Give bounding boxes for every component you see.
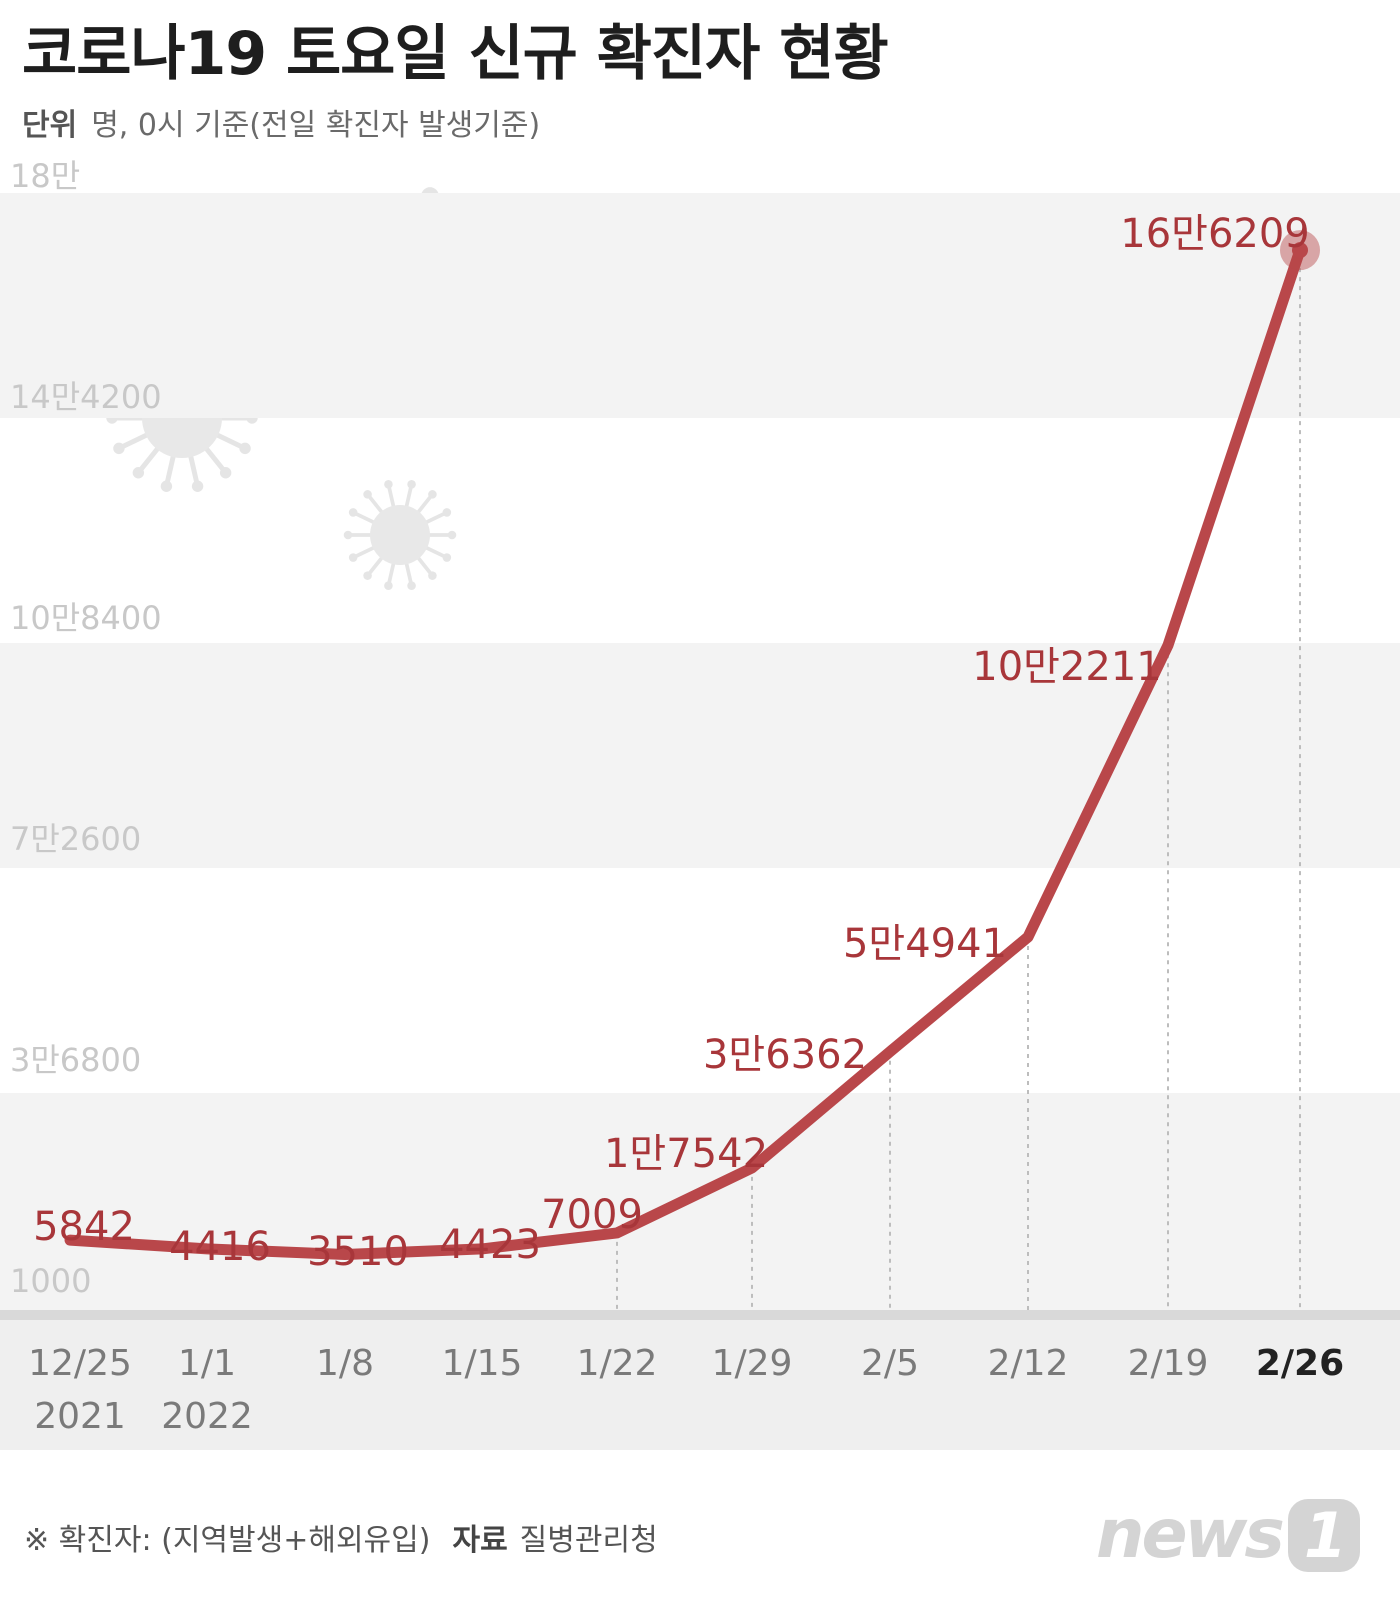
y-tick-label: 1000	[10, 1262, 91, 1300]
x-tick-year-label: 2022	[161, 1396, 253, 1437]
x-tick-label: 1/29	[712, 1343, 793, 1384]
x-tick-label: 2/19	[1128, 1343, 1209, 1384]
news1-logo: news 1	[1096, 1495, 1360, 1574]
y-tick-label: 3만6800	[10, 1041, 141, 1079]
virus-icon-small	[343, 480, 457, 590]
y-tick-labels: 18만 14만4200 10만8400 7만2600 3만6800 1000	[10, 160, 162, 1300]
value-label: 4416	[169, 1224, 271, 1270]
value-label: 5만4941	[843, 921, 1007, 967]
x-tick-label: 2/12	[988, 1343, 1069, 1384]
value-label: 5842	[33, 1204, 135, 1250]
value-label: 1만7542	[604, 1131, 768, 1177]
drop-lines	[616, 250, 1301, 1310]
value-label: 16만6209	[1120, 211, 1310, 257]
y-tick-label: 10만8400	[10, 599, 162, 637]
x-tick-year-label: 2021	[34, 1396, 126, 1437]
x-axis-band	[0, 1310, 1400, 1450]
source-text: 질병관리청	[519, 1523, 658, 1558]
y-tick-label: 7만2600	[10, 820, 141, 858]
chart-subtitle: 단위 명, 0시 기준(전일 확진자 발생기준)	[22, 100, 1380, 144]
background-bands	[0, 193, 1400, 1450]
x-tick-label: 1/22	[577, 1343, 658, 1384]
x-tick-label: 1/15	[442, 1343, 523, 1384]
unit-label: 단위	[22, 108, 78, 143]
series-line	[64, 230, 1320, 1260]
source-label: 자료	[452, 1523, 508, 1558]
value-label: 4423	[439, 1222, 541, 1268]
x-axis: 12/25 2021 1/1 2022 1/8 1/15 1/22 1/29 2/5 2/12 2/…	[28, 1343, 1344, 1437]
value-label: 10만2211	[972, 644, 1162, 690]
band-2	[0, 1093, 1400, 1318]
y-tick-label: 14만4200	[10, 378, 162, 416]
chart-title: 코로나19 토요일 신규 확진자 현황	[22, 19, 889, 89]
band-1	[0, 643, 1400, 868]
x-tick-label: 1/8	[316, 1343, 374, 1384]
x-tick-label: 2/5	[861, 1343, 919, 1384]
x-tick-label: 1/1	[178, 1343, 236, 1384]
chart-footer: ※ 확진자: (지역발생+해외유입) 자료 질병관리청	[24, 1515, 1400, 1559]
series-polyline	[64, 244, 1306, 1260]
y-tick-label: 18만	[10, 160, 80, 195]
value-label: 3510	[307, 1229, 409, 1275]
band-0	[0, 193, 1400, 418]
x-axis-line	[0, 1310, 1400, 1320]
value-label: 3만6362	[703, 1032, 867, 1078]
chart-header: 코로나19 토요일 신규 확진자 현황 단위 명, 0시 기준(전일 확진자 발생…	[22, 14, 1380, 144]
x-tick-label: 2/26	[1256, 1343, 1344, 1384]
unit-text: 명, 0시 기준(전일 확진자 발생기준)	[91, 108, 541, 143]
highlight-point	[1292, 242, 1308, 259]
footer-note: ※ 확진자: (지역발생+해외유입)	[24, 1523, 431, 1558]
value-label: 7009	[541, 1192, 643, 1238]
x-tick-label: 12/25	[28, 1343, 132, 1384]
line-chart: 18만 14만4200 10만8400 7만2600 3만6800 1000 5842 44…	[0, 160, 1400, 1450]
